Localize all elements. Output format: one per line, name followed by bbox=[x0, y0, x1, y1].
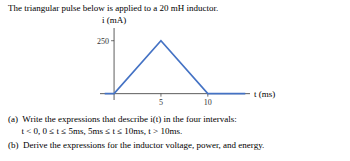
annotation: t < 0, 0 ≤ t ≤ 5ms, 5ms ≤ t ≤ 10ms, t > … bbox=[8, 126, 182, 136]
annotation: (b) Derive the expressions for the induc… bbox=[8, 140, 264, 150]
chart: The triangular pulse below is applied to… bbox=[0, 0, 350, 161]
title: The triangular pulse below is applied to… bbox=[8, 3, 218, 13]
plot bbox=[105, 41, 246, 94]
y-tick-label: 250 bbox=[97, 37, 109, 46]
x-tick bbox=[160, 94, 161, 97]
axes: 5 10 250 t (ms) i (mA) bbox=[97, 15, 275, 107]
y-axis-line bbox=[114, 28, 115, 100]
y-axis-label: i (mA) bbox=[102, 15, 126, 25]
pulse-line bbox=[105, 41, 246, 94]
annotation: (a) Write the expressions that describe … bbox=[8, 114, 237, 124]
x-tick-label: 5 bbox=[159, 98, 163, 107]
x-tick-label: 10 bbox=[204, 98, 212, 107]
y-tick bbox=[111, 40, 114, 41]
x-axis-label: t (ms) bbox=[254, 89, 275, 99]
